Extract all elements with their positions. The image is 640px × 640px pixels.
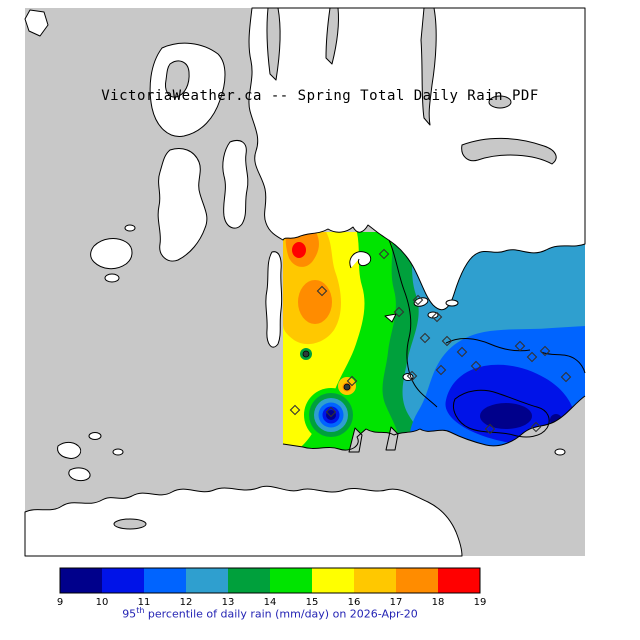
contour-fill-18-19-max: [292, 242, 306, 258]
colorbar-segment: [396, 568, 438, 593]
station-marker: [289, 404, 301, 416]
station-marker: [539, 345, 551, 357]
station-markers: [289, 248, 572, 435]
land-masses: [24, 7, 586, 557]
coast-right-edge: [540, 351, 586, 374]
south-coastline: [282, 395, 586, 451]
harbour-inlet-a: [348, 427, 363, 453]
colorbar-tick-label: 11: [138, 597, 151, 608]
station-marker: [441, 335, 453, 347]
station-marker: [346, 375, 358, 387]
colorbar-segment: [228, 568, 270, 593]
station-marker: [393, 306, 405, 318]
islet-southwest-b: [88, 432, 102, 440]
colorbar-tick-label: 17: [390, 597, 403, 608]
colorbar-tick-label: 9: [57, 597, 63, 608]
contour-fill-17-18-core: [298, 280, 332, 324]
figure-title: VictoriaWeather.ca -- Spring Total Daily…: [101, 88, 539, 104]
colorbar-tick-label: 16: [348, 597, 361, 608]
colorbar-segment: [438, 568, 480, 593]
islet-southwest-d: [68, 467, 91, 482]
island-outline-east: [445, 338, 531, 352]
land-strip-centerwest: [222, 140, 249, 229]
station-marker: [431, 311, 443, 323]
islet-southwest-c: [112, 448, 124, 456]
long-island-west: [157, 148, 208, 262]
station-dot-marker: [343, 383, 351, 391]
islet-top-left: [24, 9, 49, 37]
islet-in-domain-c: [384, 313, 397, 323]
station-marker: [560, 371, 572, 383]
channel-northeast: [461, 137, 557, 165]
lake-northeast: [488, 95, 512, 109]
colorbar: 9 10 11 12 13 14 15 16 17 18 19: [57, 567, 487, 608]
caption-number: 95: [122, 607, 137, 621]
lagoon: [165, 60, 190, 98]
rain-contour-field: [283, 232, 585, 451]
colorbar-tick-label: 19: [474, 597, 487, 608]
mainland-south: [24, 485, 463, 557]
fjord-channel-a: [420, 7, 437, 126]
caption-text: percentile of daily rain (mm/day) on 202…: [144, 607, 418, 621]
islet-west-small-a: [104, 273, 120, 283]
colorbar-tick-label: 10: [96, 597, 109, 608]
colorbar-segment: [186, 568, 228, 593]
station-marker: [514, 340, 526, 352]
inlet-shore-strip: [265, 251, 283, 348]
colorbar-segment: [270, 568, 312, 593]
station-marker: [435, 364, 447, 376]
colorbar-segment: [144, 568, 186, 593]
station-marker: [378, 248, 390, 260]
colorbar-tick-label: 12: [180, 597, 193, 608]
contour-fill-9-10-east: [480, 403, 532, 429]
station-marker: [325, 406, 337, 418]
colorbar-tick-label: 13: [222, 597, 235, 608]
fjord-channel-b: [266, 7, 281, 81]
colorbar-caption: 95th percentile of daily rain (mm/day) o…: [0, 606, 540, 621]
colorbar-tick-label: 15: [306, 597, 319, 608]
lake-south: [113, 518, 147, 530]
peninsula-east-coast: [388, 239, 438, 408]
caption-ordinal-suffix: th: [136, 606, 145, 615]
station-marker: [316, 285, 328, 297]
station-marker: [470, 360, 482, 372]
station-marker: [406, 370, 418, 382]
station-marker: [484, 423, 496, 435]
colorbar-segment: [102, 568, 144, 593]
islet-in-domain-d: [445, 299, 459, 307]
colorbar-segment: [354, 568, 396, 593]
colorbar-segment: [60, 568, 102, 593]
mainland-north: [248, 7, 586, 311]
island-outline-southeast: [453, 389, 550, 438]
station-marker: [412, 294, 424, 306]
fjord-channel-c: [325, 7, 339, 65]
coastlines-over-field: [282, 239, 586, 451]
colorbar-segment: [312, 568, 354, 593]
colorbar-outline: [59, 567, 481, 594]
colorbar-tick-label: 18: [432, 597, 445, 608]
islet-west-small-b: [124, 224, 136, 232]
contour-ring-9-10-min: [326, 410, 336, 420]
station-dot-marker: [302, 350, 310, 358]
hook-peninsula: [349, 251, 372, 269]
station-marker: [530, 421, 542, 433]
station-marker: [456, 346, 468, 358]
station-marker: [526, 351, 538, 363]
colorbar-tick-label: 14: [264, 597, 277, 608]
islet-southwest-a: [57, 441, 82, 459]
islet-southeast: [554, 448, 566, 456]
station-marker: [419, 332, 431, 344]
islet-cluster-west: [90, 238, 133, 270]
